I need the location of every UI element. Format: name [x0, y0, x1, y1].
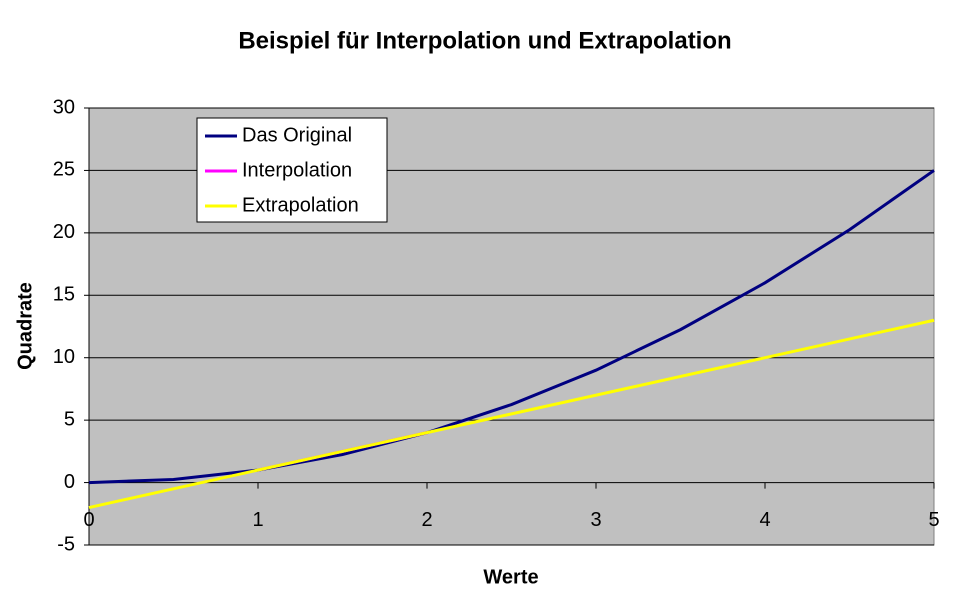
y-tick-label: 10: [53, 346, 75, 368]
legend-label: Das Original: [242, 124, 352, 146]
legend-label: Extrapolation: [242, 194, 359, 216]
x-tick-label: 0: [83, 509, 94, 531]
series-line: [88, 169, 935, 485]
x-tick-label: 1: [252, 509, 263, 531]
y-tick-label: 15: [53, 284, 75, 306]
x-tick-label: 5: [928, 509, 939, 531]
y-tick-label: 5: [64, 408, 75, 430]
x-tick-label: 3: [590, 509, 601, 531]
x-tick-label: 2: [421, 509, 432, 531]
y-tick-label: 0: [64, 471, 75, 493]
x-axis-title: Werte: [483, 566, 538, 588]
legend-label: Interpolation: [242, 159, 352, 181]
series-line: [88, 318, 935, 510]
y-tick-label: 30: [53, 96, 75, 118]
y-tick-label: 25: [53, 159, 75, 181]
y-axis-title: Quadrate: [14, 282, 36, 370]
y-tick-label: 20: [53, 221, 75, 243]
y-tick-label: -5: [57, 533, 75, 555]
chart-title: Beispiel für Interpolation und Extrapola…: [238, 27, 731, 54]
x-tick-label: 4: [759, 509, 770, 531]
